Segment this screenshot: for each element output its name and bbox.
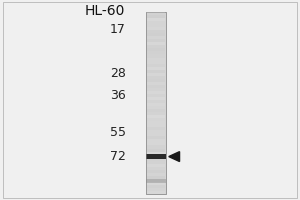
Bar bbox=[147, 173, 165, 176]
Bar bbox=[147, 33, 165, 36]
Bar bbox=[147, 15, 165, 18]
Bar bbox=[147, 103, 165, 106]
Bar bbox=[147, 12, 165, 15]
Text: HL-60: HL-60 bbox=[85, 4, 125, 18]
Bar bbox=[147, 161, 165, 164]
Bar bbox=[147, 36, 165, 39]
Bar bbox=[147, 124, 165, 127]
Bar bbox=[147, 85, 165, 88]
Bar bbox=[146, 154, 166, 159]
Bar bbox=[147, 109, 165, 112]
Bar bbox=[147, 148, 165, 152]
Bar bbox=[147, 94, 165, 97]
Bar bbox=[147, 67, 165, 70]
Bar bbox=[147, 130, 165, 133]
Text: 72: 72 bbox=[110, 150, 126, 163]
Bar bbox=[147, 106, 165, 109]
Bar bbox=[147, 158, 165, 161]
Bar bbox=[147, 51, 165, 54]
Bar bbox=[147, 88, 165, 91]
Bar bbox=[147, 164, 165, 167]
Bar bbox=[147, 42, 165, 45]
Bar bbox=[147, 61, 165, 64]
Text: 28: 28 bbox=[110, 67, 126, 80]
Bar bbox=[147, 82, 165, 85]
Bar bbox=[147, 48, 165, 51]
Bar bbox=[147, 139, 165, 142]
Bar bbox=[147, 118, 165, 121]
Bar bbox=[147, 91, 165, 94]
Bar bbox=[147, 170, 165, 173]
Bar bbox=[147, 127, 165, 130]
Bar bbox=[147, 70, 165, 73]
Bar bbox=[147, 30, 165, 33]
Text: 55: 55 bbox=[110, 126, 126, 139]
Bar bbox=[147, 24, 165, 27]
Bar bbox=[147, 64, 165, 67]
Bar bbox=[147, 54, 165, 58]
Polygon shape bbox=[169, 152, 179, 162]
Bar bbox=[147, 185, 165, 188]
Bar bbox=[147, 21, 165, 24]
Bar bbox=[147, 155, 165, 158]
Bar bbox=[146, 12, 166, 194]
Bar bbox=[147, 100, 165, 103]
Bar bbox=[147, 152, 165, 155]
Bar bbox=[147, 79, 165, 82]
Text: 36: 36 bbox=[110, 89, 126, 102]
Bar bbox=[146, 12, 166, 194]
Bar bbox=[146, 179, 166, 183]
Bar bbox=[147, 136, 165, 139]
Bar bbox=[147, 27, 165, 30]
Bar bbox=[147, 115, 165, 118]
Bar bbox=[147, 39, 165, 42]
Bar bbox=[147, 73, 165, 76]
Bar bbox=[147, 182, 165, 185]
Bar bbox=[147, 18, 165, 21]
Bar bbox=[147, 176, 165, 179]
Bar bbox=[147, 188, 165, 191]
Bar bbox=[147, 58, 165, 61]
Bar bbox=[147, 76, 165, 79]
Bar bbox=[147, 45, 165, 48]
Bar bbox=[147, 167, 165, 170]
Bar bbox=[147, 133, 165, 136]
Bar bbox=[147, 142, 165, 145]
Bar bbox=[147, 191, 165, 194]
Bar bbox=[147, 179, 165, 182]
Text: 17: 17 bbox=[110, 23, 126, 36]
Bar bbox=[147, 145, 165, 148]
Bar bbox=[147, 112, 165, 115]
Bar bbox=[147, 97, 165, 100]
Bar bbox=[147, 121, 165, 124]
